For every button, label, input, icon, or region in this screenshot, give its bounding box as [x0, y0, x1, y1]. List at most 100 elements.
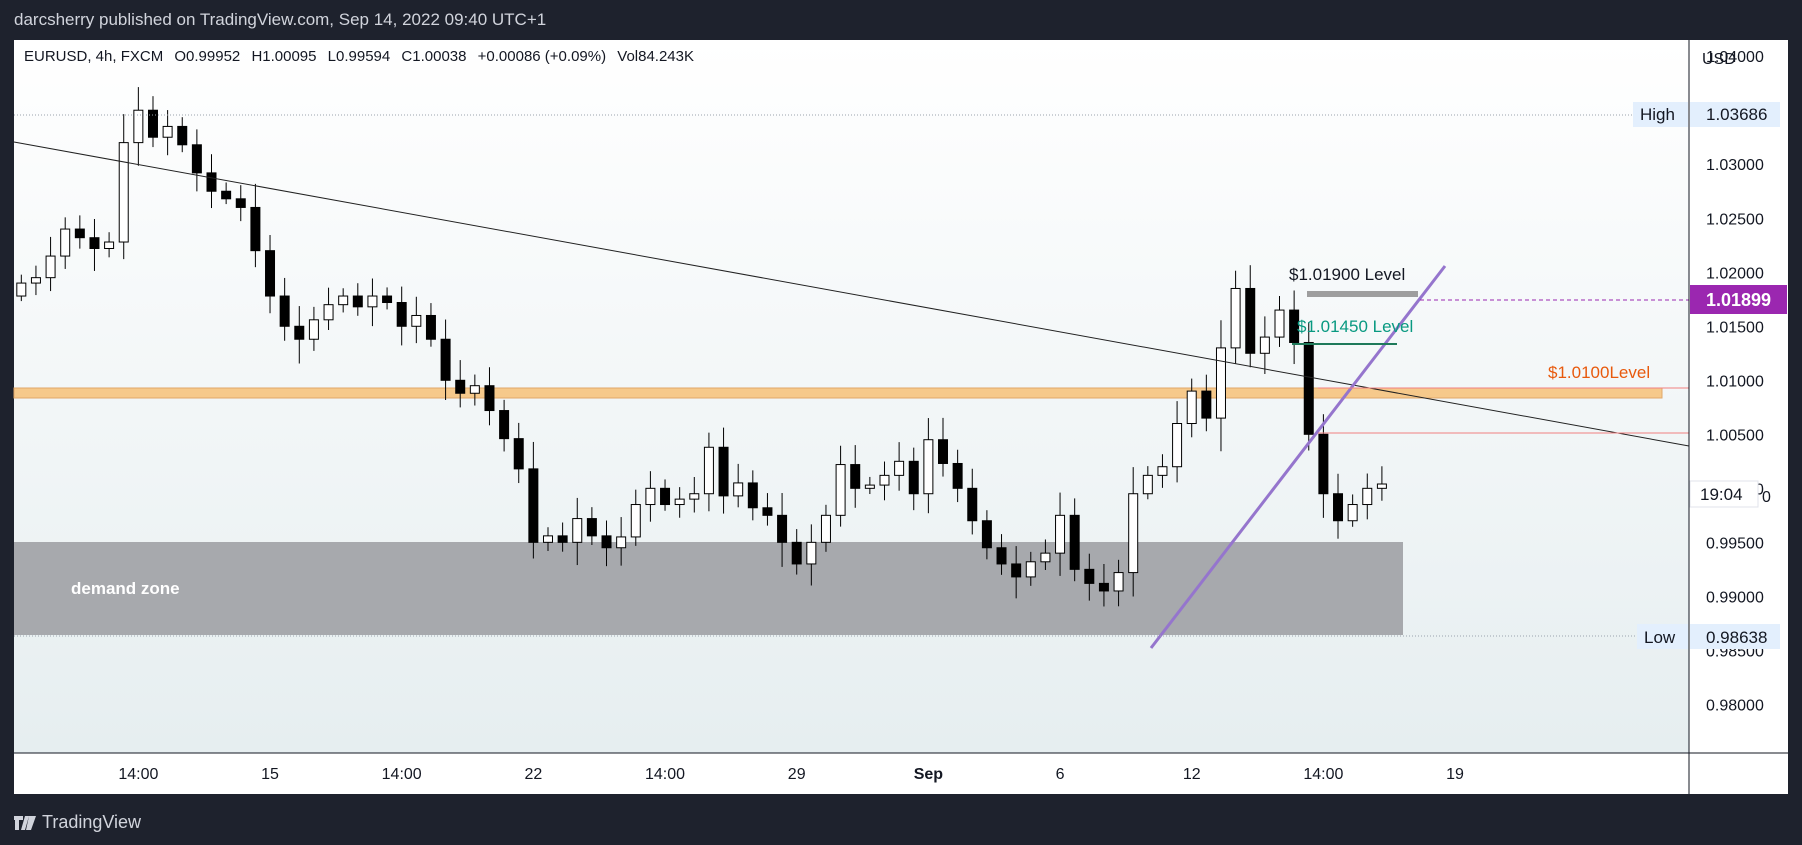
candle-38 — [572, 497, 583, 566]
label-level-1-01900: $1.01900 Level — [1289, 265, 1405, 284]
candle-0 — [16, 274, 27, 302]
candle-90 — [1333, 473, 1344, 539]
tradingview-logo[interactable]: TradingView — [14, 812, 141, 833]
x-tick-label-8: 12 — [1183, 766, 1201, 783]
candle-87 — [1289, 290, 1300, 365]
brand-name: TradingView — [42, 812, 142, 832]
candle-18 — [279, 277, 290, 341]
demand-zone-box — [14, 542, 1403, 635]
x-tick-label-4: 14:00 — [645, 766, 685, 783]
last-price: 1.01899 — [1706, 290, 1771, 310]
candle-76 — [1128, 467, 1139, 597]
x-tick-label-2: 14:00 — [382, 766, 422, 783]
candle-23 — [352, 283, 363, 316]
legend-high: H1.00095 — [251, 48, 317, 65]
candle-25 — [382, 287, 393, 310]
candle-body — [221, 190, 232, 200]
candle-body — [938, 439, 949, 464]
high-label-badge — [1633, 102, 1688, 127]
candle-body — [996, 547, 1007, 565]
candle-37 — [557, 522, 568, 552]
x-tick-labels: 14:00 15 14:00 22 14:00 29 Sep 6 12 14:00 19 — [118, 766, 1464, 783]
label-level-1-0100: $1.0100Level — [1548, 363, 1650, 382]
candle-20 — [308, 306, 319, 351]
candle-body — [177, 125, 188, 146]
candle-59 — [879, 461, 890, 501]
candle-body — [1186, 390, 1197, 425]
candle-79 — [1172, 401, 1183, 483]
label-level-1-01450: $1.01450 Level — [1297, 317, 1413, 336]
candle-29 — [440, 319, 451, 401]
candle-68 — [1011, 546, 1022, 599]
candle-body — [879, 474, 890, 486]
candle-52 — [777, 493, 788, 567]
candle-body — [352, 295, 363, 308]
candle-body — [294, 325, 305, 340]
candle-24 — [367, 278, 378, 327]
low-label-badge — [1637, 624, 1688, 649]
publish-header: darcsherry published on TradingView.com,… — [0, 0, 1802, 40]
low-value: 0.98638 — [1706, 628, 1767, 647]
candle-body — [323, 304, 334, 321]
label-demand-zone: demand zone — [71, 579, 180, 598]
candle-body — [147, 109, 158, 138]
candle-78 — [1157, 454, 1168, 488]
legend-symbol[interactable]: EURUSD, 4h, FXCM — [24, 48, 164, 65]
y-tick-label-2: 1.03000 — [1706, 157, 1764, 174]
candle-body — [1215, 347, 1226, 419]
candle-3 — [60, 217, 71, 269]
candle-74 — [1098, 563, 1109, 607]
candle-body — [499, 410, 510, 440]
candle-10 — [162, 110, 173, 156]
candle-body — [1362, 487, 1373, 506]
candle-8 — [133, 87, 144, 166]
x-tick-label-5: 29 — [788, 766, 806, 783]
candle-body — [923, 439, 934, 495]
candle-body — [30, 277, 41, 284]
level-1-0100-band — [13, 387, 1663, 399]
candle-80 — [1186, 378, 1197, 438]
candle-83 — [1230, 270, 1241, 364]
candle-body — [367, 295, 378, 308]
candle-70 — [1040, 539, 1051, 570]
candle-body — [718, 446, 729, 497]
candle-93 — [1376, 466, 1387, 501]
candle-body — [1201, 390, 1212, 419]
candle-54 — [806, 524, 817, 586]
legend-open: O0.99952 — [174, 48, 241, 65]
candle-body — [235, 198, 246, 208]
candle-body — [1259, 336, 1270, 354]
candle-50 — [747, 470, 758, 521]
candle-56 — [835, 445, 846, 527]
candle-72 — [1069, 498, 1080, 582]
candle-7 — [118, 114, 129, 260]
y-tick-label-7: 1.00500 — [1706, 427, 1764, 444]
candle-body — [1011, 563, 1022, 578]
high-label: High — [1640, 105, 1675, 124]
candle-body — [894, 460, 905, 476]
candle-body — [308, 319, 319, 340]
candle-6 — [104, 232, 115, 258]
candle-body — [396, 302, 407, 327]
candle-36 — [542, 527, 553, 551]
candle-46 — [689, 477, 700, 513]
candle-body — [1142, 474, 1153, 495]
candle-body — [674, 498, 685, 506]
candle-body — [250, 206, 261, 252]
candle-body — [660, 487, 671, 506]
candle-30 — [455, 360, 466, 408]
candle-body — [542, 535, 553, 543]
candle-body — [703, 446, 714, 495]
candle-48 — [718, 427, 729, 514]
candle-body — [1098, 582, 1109, 592]
candle-body — [1069, 514, 1080, 570]
candle-body — [850, 464, 861, 489]
x-tick-label-7: 6 — [1056, 766, 1065, 783]
candle-34 — [513, 422, 524, 484]
candle-39 — [586, 507, 597, 546]
candle-17 — [265, 235, 276, 314]
candle-body — [1128, 493, 1139, 574]
candle-body — [1274, 309, 1285, 338]
candle-body — [16, 282, 27, 297]
